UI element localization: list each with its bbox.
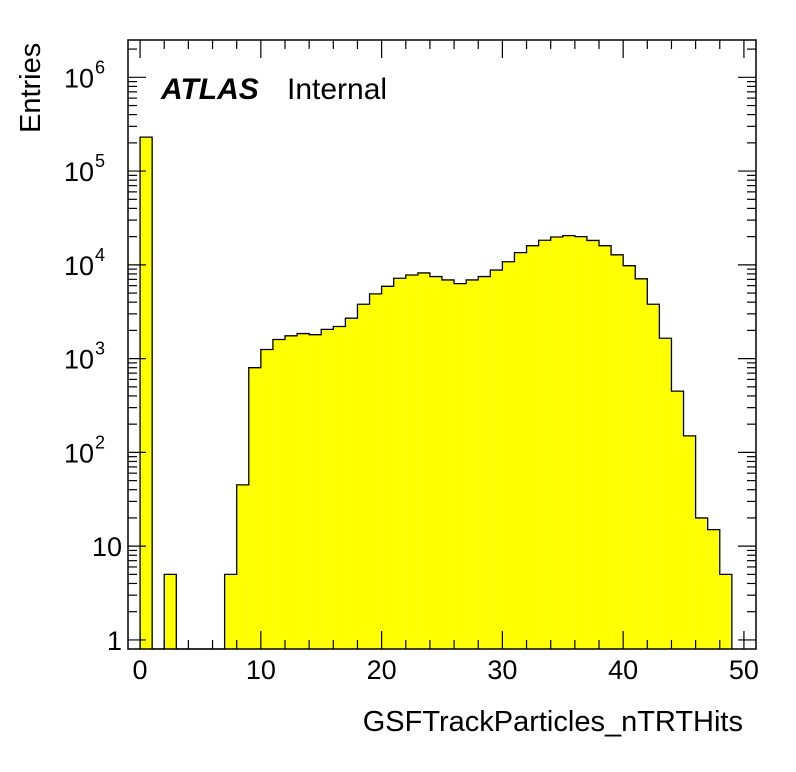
- x-axis-ticks: [139, 40, 745, 649]
- histogram-bar: [454, 283, 467, 649]
- histogram-bar: [623, 265, 636, 649]
- histogram-bar: [683, 435, 696, 649]
- x-tick-label: 20: [367, 655, 397, 685]
- y-axis-title: Entries: [15, 43, 47, 133]
- histogram-bar: [260, 349, 273, 649]
- y-tick-label: 10: [64, 157, 94, 187]
- y-axis-ticks: [128, 48, 756, 641]
- histogram-bar: [345, 318, 358, 649]
- y-tick-label-exponent: 4: [95, 245, 105, 265]
- histogram-bars: [139, 136, 733, 650]
- histogram-bar: [586, 240, 599, 649]
- plot-frame: [127, 39, 757, 650]
- x-axis-title: GSFTrackParticles_nTRTHits: [363, 706, 743, 738]
- y-tick-label-exponent: 6: [95, 57, 105, 77]
- histogram-bar: [538, 240, 551, 649]
- histogram-bar: [309, 334, 322, 649]
- histogram-bar: [695, 517, 708, 649]
- histogram-bar: [357, 304, 370, 649]
- y-tick-label: 10: [64, 251, 94, 281]
- histogram-bar: [635, 278, 648, 649]
- y-tick-label: 10: [64, 63, 94, 93]
- x-tick-label: 50: [729, 655, 759, 685]
- histogram-bar: [236, 484, 249, 649]
- y-tick-label: 10: [92, 532, 122, 562]
- histogram-bar: [285, 335, 298, 649]
- histogram-bar: [707, 529, 720, 649]
- histogram-bar: [550, 237, 563, 649]
- histogram-bar: [574, 236, 587, 649]
- histogram-bar: [514, 252, 527, 649]
- histogram-bar: [381, 286, 394, 649]
- histogram-bar: [164, 574, 177, 649]
- histogram-bar: [478, 276, 491, 649]
- y-tick-label: 10: [64, 345, 94, 375]
- histogram-bar: [442, 279, 455, 649]
- atlas-label: ATLAS: [160, 73, 259, 106]
- histogram-bar: [599, 245, 612, 650]
- histogram-bar: [562, 235, 575, 650]
- histogram-bar: [466, 279, 479, 649]
- histogram-bar: [140, 137, 153, 649]
- histogram-bar: [369, 293, 382, 649]
- histogram-bar: [659, 338, 672, 649]
- histogram-bar: [248, 367, 261, 649]
- histogram-bar: [224, 574, 237, 649]
- x-tick-label: 30: [487, 655, 517, 685]
- histogram-bar: [393, 278, 406, 649]
- y-tick-label: 1: [107, 626, 122, 656]
- histogram-bar: [526, 245, 539, 650]
- histogram-bar: [490, 270, 503, 649]
- y-tick-label-exponent: 3: [95, 339, 105, 359]
- histogram-bar: [405, 274, 418, 649]
- x-tick-label: 40: [608, 655, 638, 685]
- histogram-bar: [321, 329, 334, 649]
- x-axis-tick-labels: 0 10 20 30 40 50: [133, 655, 759, 685]
- histogram-bar: [671, 391, 684, 649]
- x-tick-label: 10: [246, 655, 276, 685]
- histogram-bar: [647, 304, 660, 649]
- histogram-bar: [333, 326, 346, 649]
- histogram-bar: [611, 254, 624, 650]
- histogram-bar: [429, 276, 442, 649]
- y-tick-label-exponent: 2: [95, 432, 105, 452]
- histogram-bar: [502, 261, 515, 649]
- x-tick-label: 0: [133, 655, 148, 685]
- histogram-outline: [139, 136, 733, 650]
- y-tick-label-exponent: 5: [95, 151, 105, 171]
- y-tick-label: 10: [64, 438, 94, 468]
- internal-label: Internal: [287, 73, 387, 106]
- histogram-bar: [297, 333, 310, 649]
- histogram-bar: [719, 574, 732, 649]
- histogram-bar: [272, 339, 285, 649]
- histogram-bar: [417, 272, 430, 649]
